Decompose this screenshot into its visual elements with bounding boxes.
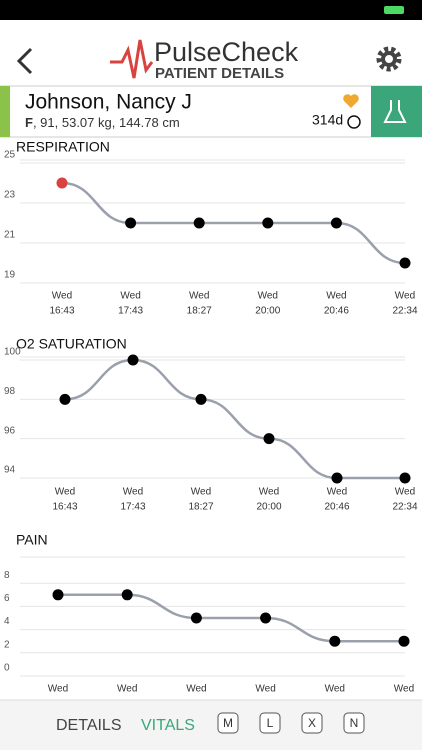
y-tick-label: 21 — [4, 230, 16, 241]
y-tick-label: 96 — [4, 425, 16, 436]
x-tick-label: Wed — [48, 684, 68, 695]
y-tick-label: 0 — [4, 663, 10, 674]
x-tick-time: 17:43 — [118, 306, 143, 317]
patient-sex: F — [25, 115, 33, 130]
point — [331, 472, 343, 484]
y-tick-label: 23 — [4, 190, 16, 201]
point — [195, 393, 207, 405]
filter-button-label: M — [223, 716, 233, 730]
y-tick-label: 2 — [4, 639, 10, 650]
patient-details: , 91, 53.07 kg, 144.78 cm — [33, 115, 180, 130]
patient-name: Johnson, Nancy J — [25, 91, 192, 114]
filter-button-label: L — [267, 716, 274, 730]
chart-title: PAIN — [16, 532, 48, 548]
y-tick-label: 4 — [4, 616, 10, 627]
x-tick-label: Wed — [120, 291, 140, 302]
x-tick-label: Wed — [258, 291, 278, 302]
point — [263, 433, 275, 445]
heart-icon — [343, 94, 359, 108]
y-tick-label: 94 — [4, 465, 16, 476]
x-tick-label: Wed — [255, 684, 275, 695]
y-tick-label: 98 — [4, 386, 16, 397]
x-tick-label: Wed — [191, 487, 211, 498]
x-tick-time: 18:27 — [188, 502, 213, 513]
line — [64, 358, 405, 480]
point — [56, 177, 68, 189]
filter-button[interactable] — [301, 712, 323, 734]
point — [260, 612, 272, 624]
x-tick-time: 22:34 — [392, 306, 417, 317]
line — [58, 593, 404, 643]
filter-button[interactable] — [259, 712, 281, 734]
x-tick-label: Wed — [55, 487, 75, 498]
y-tick-label: 19 — [4, 270, 16, 281]
x-tick-time: 16:43 — [49, 306, 74, 317]
patient-bar — [0, 85, 422, 138]
point — [125, 217, 137, 229]
back-button[interactable] — [16, 47, 33, 75]
point — [399, 257, 411, 269]
x-tick-label: Wed — [259, 487, 279, 498]
x-tick-label: Wed — [327, 487, 347, 498]
point — [398, 635, 410, 647]
tab-vitals[interactable]: VITALS — [141, 717, 195, 734]
point — [262, 217, 274, 229]
status-bar — [0, 0, 422, 20]
battery — [384, 6, 404, 14]
x-tick-time: 18:27 — [187, 306, 212, 317]
x-tick-time: 20:00 — [255, 306, 280, 317]
point — [329, 635, 341, 647]
y-tick-label: 8 — [4, 570, 10, 581]
point — [330, 217, 342, 229]
filter-button[interactable] — [343, 712, 365, 734]
y-tick-label: 25 — [4, 150, 16, 161]
x-tick-label: Wed — [394, 684, 414, 695]
x-tick-time: 22:34 — [392, 502, 417, 513]
flask-icon — [383, 100, 407, 123]
x-tick-label: Wed — [186, 684, 206, 695]
point — [190, 612, 202, 624]
status-stripe — [0, 86, 10, 137]
y-tick-label: 6 — [4, 593, 10, 604]
point — [59, 393, 71, 405]
x-tick-label: Wed — [52, 291, 72, 302]
point — [121, 589, 133, 601]
x-tick-time: 16:43 — [52, 502, 77, 513]
patient-info: F, 91, 53.07 kg, 144.78 cm — [25, 115, 180, 130]
timer-icon — [347, 115, 361, 129]
x-tick-label: Wed — [326, 291, 346, 302]
point — [193, 217, 205, 229]
x-tick-label: Wed — [123, 487, 143, 498]
y-tick-label: 100 — [4, 347, 21, 358]
x-tick-label: Wed — [395, 487, 415, 498]
app-title: PulseCheck — [154, 37, 299, 67]
chart-title: O2 SATURATION — [16, 336, 127, 352]
x-tick-time: 20:46 — [324, 306, 349, 317]
app-subtitle: PATIENT DETAILS — [155, 65, 284, 82]
chart-title: RESPIRATION — [16, 139, 110, 155]
x-tick-label: Wed — [117, 684, 137, 695]
x-tick-label: Wed — [395, 291, 415, 302]
filter-button-label: N — [350, 716, 359, 730]
tab-details[interactable]: DETAILS — [56, 717, 122, 734]
x-tick-label: Wed — [189, 291, 209, 302]
point — [127, 354, 139, 366]
x-tick-time: 17:43 — [120, 502, 145, 513]
settings-button[interactable] — [376, 46, 402, 72]
x-tick-label: Wed — [325, 684, 345, 695]
point — [399, 472, 411, 484]
x-tick-time: 20:46 — [324, 502, 349, 513]
lab-button[interactable] — [371, 86, 422, 137]
filter-button-label: X — [308, 716, 316, 730]
line — [61, 181, 406, 265]
days-count: 314d — [312, 112, 343, 128]
logo-icon — [110, 39, 154, 79]
point — [52, 589, 64, 601]
filter-button[interactable] — [217, 712, 239, 734]
x-tick-time: 20:00 — [256, 502, 281, 513]
